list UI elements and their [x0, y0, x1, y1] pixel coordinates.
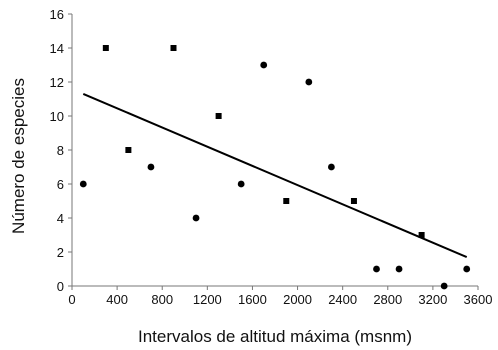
x-tick-label: 2000 — [283, 292, 312, 307]
data-point-square — [215, 113, 222, 119]
x-tick-label: 400 — [106, 292, 128, 307]
data-point-circle — [440, 282, 448, 290]
data-points — [79, 45, 471, 290]
x-tick-label: 800 — [151, 292, 173, 307]
y-tick-label: 14 — [50, 41, 64, 56]
trendline — [82, 92, 468, 259]
data-point-circle — [147, 163, 155, 171]
y-tick-label: 8 — [57, 143, 64, 158]
data-point-circle — [395, 265, 403, 273]
y-tick-label: 12 — [50, 75, 64, 90]
y-tick-label: 16 — [50, 7, 64, 22]
data-point-circle — [373, 265, 380, 273]
data-point-circle — [305, 78, 313, 86]
y-tick-label: 10 — [50, 109, 64, 124]
axes — [71, 14, 478, 287]
tick-group: 0 400 800 1200 1600 2000 2400 2800 3200 3600 0 2 4 6 8… — [50, 7, 493, 307]
data-point-square — [125, 147, 132, 153]
data-point-circle — [79, 180, 87, 188]
y-tick-label: 0 — [57, 279, 64, 294]
data-point-circle — [463, 265, 471, 273]
data-point-square — [418, 232, 425, 238]
x-tick-label: 3600 — [464, 292, 493, 307]
y-tick-label: 6 — [57, 177, 64, 192]
data-point-circle — [260, 61, 268, 69]
data-point-square — [170, 45, 177, 51]
x-tick-label: 2800 — [373, 292, 402, 307]
x-tick-label: 1600 — [238, 292, 267, 307]
data-point-square — [350, 198, 357, 204]
data-point-circle — [192, 214, 200, 222]
x-tick-label: 1200 — [193, 292, 222, 307]
data-point-circle — [327, 163, 335, 171]
y-axis-label: Número de especies — [9, 78, 28, 234]
data-point-square — [283, 198, 290, 204]
data-point-square — [102, 45, 109, 51]
y-tick-label: 4 — [57, 211, 64, 226]
x-axis-label: Intervalos de altitud máxima (msnm) — [138, 327, 412, 346]
trendline-group — [82, 92, 468, 259]
y-tick-label: 2 — [57, 245, 64, 260]
x-tick-label: 0 — [68, 292, 75, 307]
x-tick-label: 2400 — [328, 292, 357, 307]
x-tick-label: 3200 — [418, 292, 447, 307]
data-point-circle — [237, 180, 245, 188]
